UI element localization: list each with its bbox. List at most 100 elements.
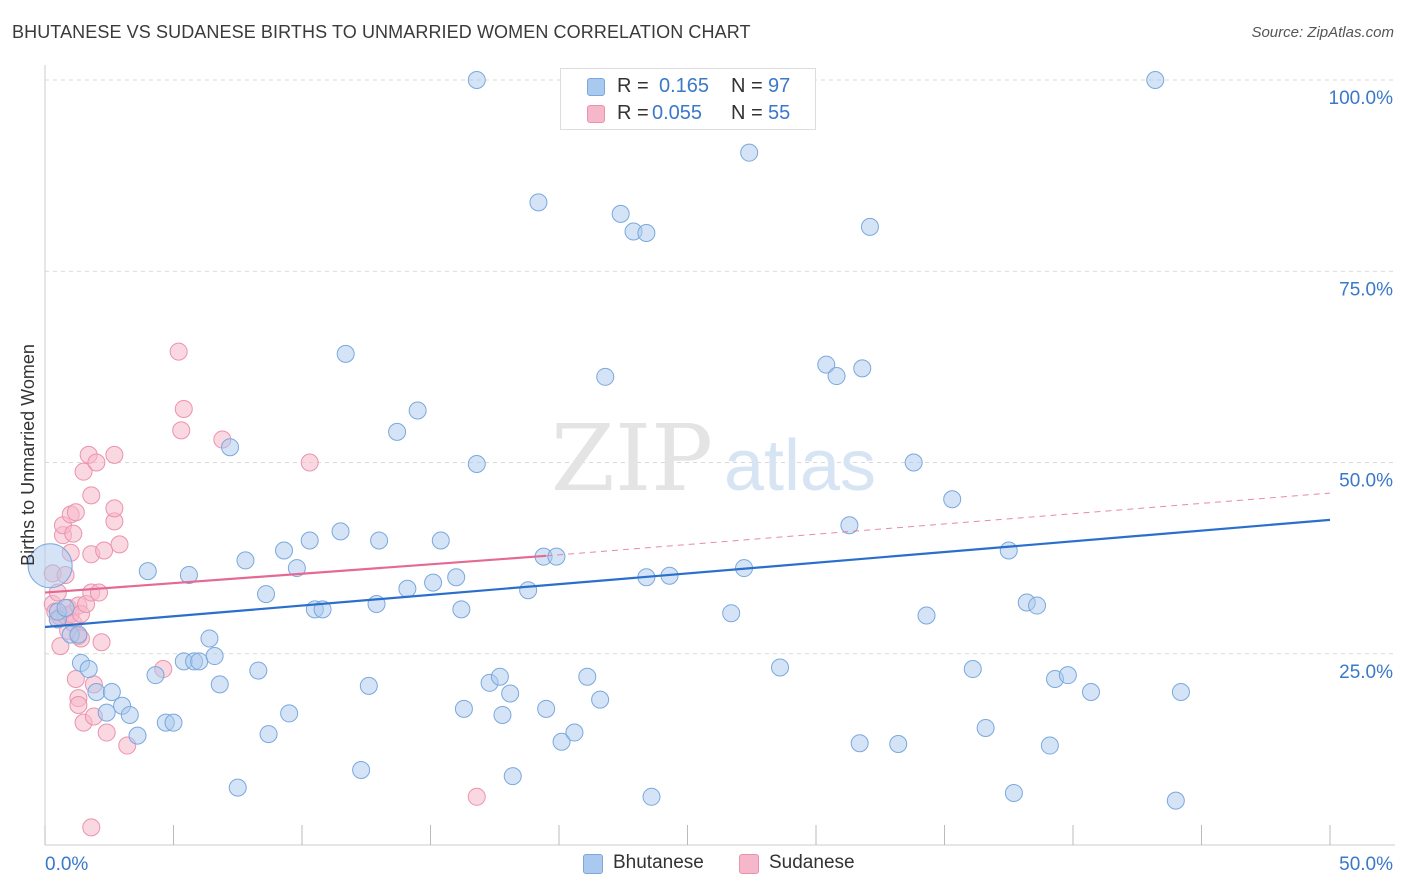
bhutanese-point xyxy=(999,541,1018,560)
bhutanese-point xyxy=(850,734,869,753)
bhutanese-point xyxy=(611,204,630,223)
bhutanese-point xyxy=(352,761,371,780)
bhutanese-point xyxy=(398,579,417,598)
x-tick-label: 0.0% xyxy=(45,854,88,875)
bhutanese-point xyxy=(552,732,571,751)
legend-n-label: N = xyxy=(731,75,763,97)
legend-n-label: N = xyxy=(731,102,763,124)
sudanese-point xyxy=(87,453,106,472)
bhutanese-point xyxy=(1081,683,1100,701)
bhutanese-point xyxy=(205,647,224,666)
bhutanese-point xyxy=(642,787,661,806)
bhutanese-point xyxy=(200,629,219,648)
bhutanese-point xyxy=(69,625,88,644)
bhutanese-point xyxy=(1058,666,1077,685)
bhutanese-point xyxy=(102,683,121,701)
watermark: ZIP atlas xyxy=(551,405,876,512)
chart-title: BHUTANESE VS SUDANESE BIRTHS TO UNMARRIE… xyxy=(12,22,751,42)
bottom-legend-label: Bhutanese xyxy=(613,852,704,873)
bhutanese-point xyxy=(221,438,240,457)
sudanese-point xyxy=(64,524,83,543)
bhutanese-point xyxy=(740,143,759,162)
bhutanese-point xyxy=(275,541,294,560)
bhutanese-points xyxy=(27,71,1190,810)
bhutanese-point xyxy=(963,660,982,679)
y-tick-label: 25.0% xyxy=(1339,662,1393,683)
sudanese-point xyxy=(51,637,70,656)
bhutanese-point xyxy=(87,683,106,701)
sudanese-point xyxy=(172,421,191,440)
bhutanese-point xyxy=(257,585,276,604)
bhutanese-point xyxy=(56,598,75,617)
sudanese-point xyxy=(82,818,101,837)
legend: R = 0.165 N = 97 R = 0.055 N = 55 xyxy=(560,68,816,130)
bhutanese-point xyxy=(771,658,790,677)
bhutanese-point xyxy=(943,490,962,509)
bhutanese-point xyxy=(210,675,229,694)
watermark-zip: ZIP xyxy=(551,405,713,512)
bhutanese-point xyxy=(817,355,836,374)
sudanese-point xyxy=(110,535,129,554)
bhutanese-point xyxy=(467,455,486,474)
bhutanese-point xyxy=(179,565,198,584)
bhutanese-point xyxy=(128,726,147,745)
legend-r-label: R = xyxy=(617,75,649,97)
bhutanese-point xyxy=(388,422,407,441)
trend-lines xyxy=(44,492,1331,629)
bhutanese-point xyxy=(370,531,389,550)
sudanese-point xyxy=(95,541,114,560)
bhutanese-point xyxy=(454,699,473,718)
bhutanese-point xyxy=(490,667,509,686)
bhutanese-point xyxy=(236,551,255,570)
sudanese-point xyxy=(69,696,88,715)
bhutanese-point xyxy=(287,559,306,578)
sudanese-point xyxy=(169,342,188,361)
bhutanese-point xyxy=(300,531,319,550)
bhutanese-point xyxy=(493,705,512,724)
sudanese-point xyxy=(97,723,116,742)
bhutanese-point xyxy=(565,723,584,742)
y-axis-label: Births to Unmarried Women xyxy=(18,344,38,566)
bhutanese-point xyxy=(529,193,548,212)
bhutanese-point xyxy=(591,690,610,709)
y-tick-label: 50.0% xyxy=(1339,471,1393,492)
bhutanese-point xyxy=(853,359,872,378)
bhutanese-point xyxy=(1028,596,1047,615)
bhutanese-point xyxy=(1004,783,1023,802)
sudanese-point xyxy=(66,669,85,688)
sudanese-point xyxy=(174,399,193,418)
legend-r-value: 0.055 xyxy=(652,102,703,124)
bhutanese-point xyxy=(537,699,556,718)
bhutanese-point xyxy=(331,522,350,541)
sudanese-point xyxy=(82,486,101,505)
bhutanese-point xyxy=(976,718,995,737)
y-tick-label: 75.0% xyxy=(1339,279,1393,300)
bhutanese-point xyxy=(501,684,520,703)
legend-swatch-pink xyxy=(587,105,605,123)
sudanese-trend-line xyxy=(44,554,547,594)
bhutanese-point xyxy=(519,581,538,600)
bhutanese-point xyxy=(860,217,879,236)
legend-n-value: 97 xyxy=(768,75,791,97)
bhutanese-point xyxy=(138,562,157,581)
bhutanese-point xyxy=(467,71,486,89)
bhutanese-point xyxy=(447,568,466,587)
bhutanese-point xyxy=(503,767,522,786)
sudanese-point xyxy=(89,583,108,602)
x-tick-label: 50.0% xyxy=(1339,854,1393,875)
sudanese-point xyxy=(105,499,124,518)
bhutanese-point xyxy=(889,735,908,754)
bhutanese-point xyxy=(146,666,165,685)
bhutanese-point xyxy=(228,778,247,797)
bhutanese-point xyxy=(408,401,427,420)
y-tick-label: 100.0% xyxy=(1329,88,1394,109)
sudanese-point xyxy=(105,445,124,464)
bhutanese-point xyxy=(97,703,116,722)
source-label: Source: ZipAtlas.com xyxy=(1251,24,1394,41)
bhutanese-point xyxy=(424,573,443,592)
bhutanese-point xyxy=(1171,683,1190,701)
bottom-legend-label: Sudanese xyxy=(769,852,855,873)
bhutanese-point xyxy=(547,547,566,566)
bhutanese-point xyxy=(578,667,597,686)
